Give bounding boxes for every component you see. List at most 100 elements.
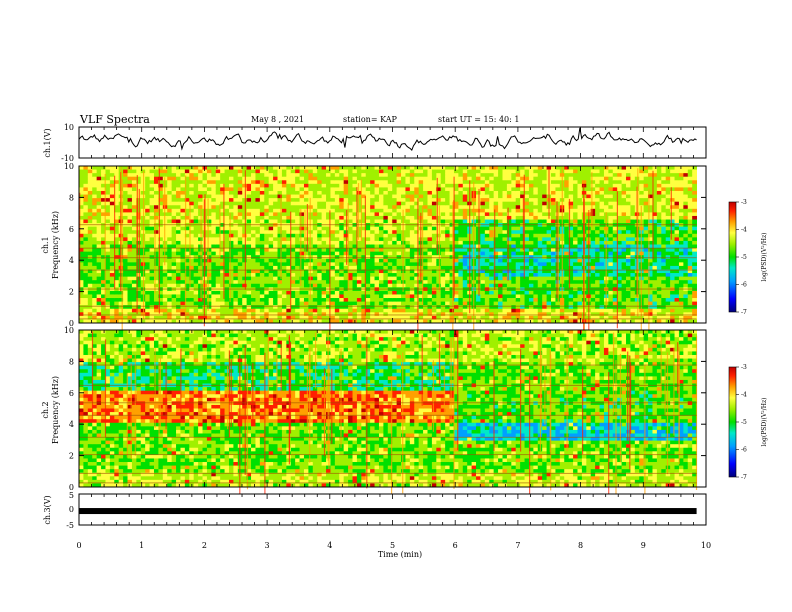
spectrogram-cell [352, 301, 358, 306]
spectrogram-cell [193, 198, 199, 203]
spectrogram-cell [568, 262, 574, 267]
spectrogram-cell [87, 276, 93, 281]
spectrogram-cell [506, 280, 512, 285]
spectrogram-cell [352, 265, 358, 270]
spectrogram-cell [109, 219, 115, 224]
spectrogram-cell [92, 315, 98, 320]
spectrogram-cell [215, 312, 221, 317]
spectrogram-cell [414, 301, 420, 306]
spectrogram-cell [295, 319, 300, 324]
spectrogram-cell [533, 294, 539, 299]
spectrogram-cell [101, 251, 106, 256]
spectrogram-cell [268, 312, 274, 317]
spectrogram-cell [79, 251, 84, 256]
spectrogram-cell [431, 308, 437, 313]
spectrogram-cell [414, 226, 420, 231]
spectrogram-cell [568, 308, 574, 313]
spectrogram-cell [189, 290, 195, 295]
spectrogram-cell [352, 233, 358, 238]
spectrogram-cell [149, 312, 155, 317]
spectrogram-cell [520, 237, 525, 242]
spectrogram-cell [515, 290, 521, 295]
spectrogram-cell [502, 251, 508, 256]
spectrogram-cell [242, 258, 248, 263]
spectrogram-cell [458, 294, 464, 299]
spectrogram-cell [484, 262, 490, 267]
spectrogram-cell [308, 183, 314, 188]
spectrogram-cell [334, 169, 340, 174]
spectrogram-cell [577, 190, 583, 195]
spectrogram-cell [153, 269, 159, 274]
spectrogram-cell [153, 208, 159, 213]
spectrogram-cell [330, 173, 336, 178]
spectrogram-cell [489, 194, 495, 199]
spectrogram-cell [312, 301, 318, 306]
spectrogram-cell [440, 301, 446, 306]
spectrogram-cell [109, 265, 115, 270]
spectrogram-cell [520, 201, 525, 206]
spectrogram-cell [493, 176, 499, 181]
spectrogram-cell [206, 194, 212, 199]
spectrogram-cell [312, 183, 318, 188]
spectrogram-cell [506, 308, 512, 313]
spectrogram-cell [405, 230, 411, 235]
spectrogram-cell [246, 190, 252, 195]
spectrogram-cell [533, 269, 539, 274]
spectrogram-cell [228, 269, 234, 274]
spectrogram-cell [127, 273, 133, 278]
spectrogram-cell [101, 201, 106, 206]
spectrogram-cell [158, 169, 164, 174]
spectrogram-cell [440, 169, 446, 174]
spectrogram-cell [215, 265, 221, 270]
spectrogram-cell [105, 226, 111, 231]
spectrogram-cell [189, 244, 195, 249]
spectrogram-cell [281, 226, 287, 231]
spectrogram-cell [356, 205, 362, 210]
ch1-spectrogram-image [79, 166, 697, 364]
spectrogram-cell [290, 208, 296, 213]
spectrogram-cell [551, 233, 556, 238]
spectrogram-cell [246, 258, 252, 263]
spectrogram-cell [564, 294, 570, 299]
spectrogram-cell [524, 301, 530, 306]
spectrogram-cell [378, 240, 384, 245]
spectrogram-cell [145, 251, 150, 256]
spectrogram-cell [427, 276, 433, 281]
spectrogram-cell [409, 201, 415, 206]
spectrogram-cell [295, 269, 300, 274]
spectrogram-cell [79, 244, 84, 249]
spectrogram-cell [109, 233, 115, 238]
spectrogram-cell [101, 240, 106, 245]
spectrogram-cell [180, 208, 186, 213]
spectrogram-cell [92, 208, 98, 213]
spectrogram-cell [445, 312, 450, 317]
spectrogram-cell [290, 180, 296, 185]
spectrogram-cell [303, 305, 309, 310]
spectrogram-cell [131, 187, 137, 192]
spectrogram-cell [383, 169, 389, 174]
spectrogram-cell [524, 312, 530, 317]
spectrogram-cell [524, 198, 530, 203]
spectrogram-cell [326, 294, 331, 299]
spectrogram-cell [237, 283, 243, 288]
spectrogram-cell [484, 248, 490, 253]
spectrogram-cell [551, 262, 556, 267]
spectrogram-cell [511, 248, 517, 253]
spectrogram-cell [339, 298, 345, 302]
spectrogram-cell [339, 190, 345, 195]
spectrogram-cell [423, 273, 428, 278]
spectrogram-cell [356, 276, 362, 281]
spectrogram-cell [356, 273, 362, 278]
spectrogram-cell [193, 237, 199, 242]
spectrogram-cell [299, 298, 305, 302]
spectrogram-cell [264, 312, 270, 317]
spectrogram-cell [551, 240, 556, 245]
spectrogram-cell [502, 276, 508, 281]
spectrogram-cell [259, 290, 265, 295]
spectrogram-cell [220, 219, 225, 224]
spectrogram-cell [405, 183, 411, 188]
spectrogram-cell [176, 290, 181, 295]
spectrogram-cell [506, 273, 512, 278]
spectrogram-cell [184, 194, 190, 199]
spectrogram-cell [423, 166, 428, 170]
